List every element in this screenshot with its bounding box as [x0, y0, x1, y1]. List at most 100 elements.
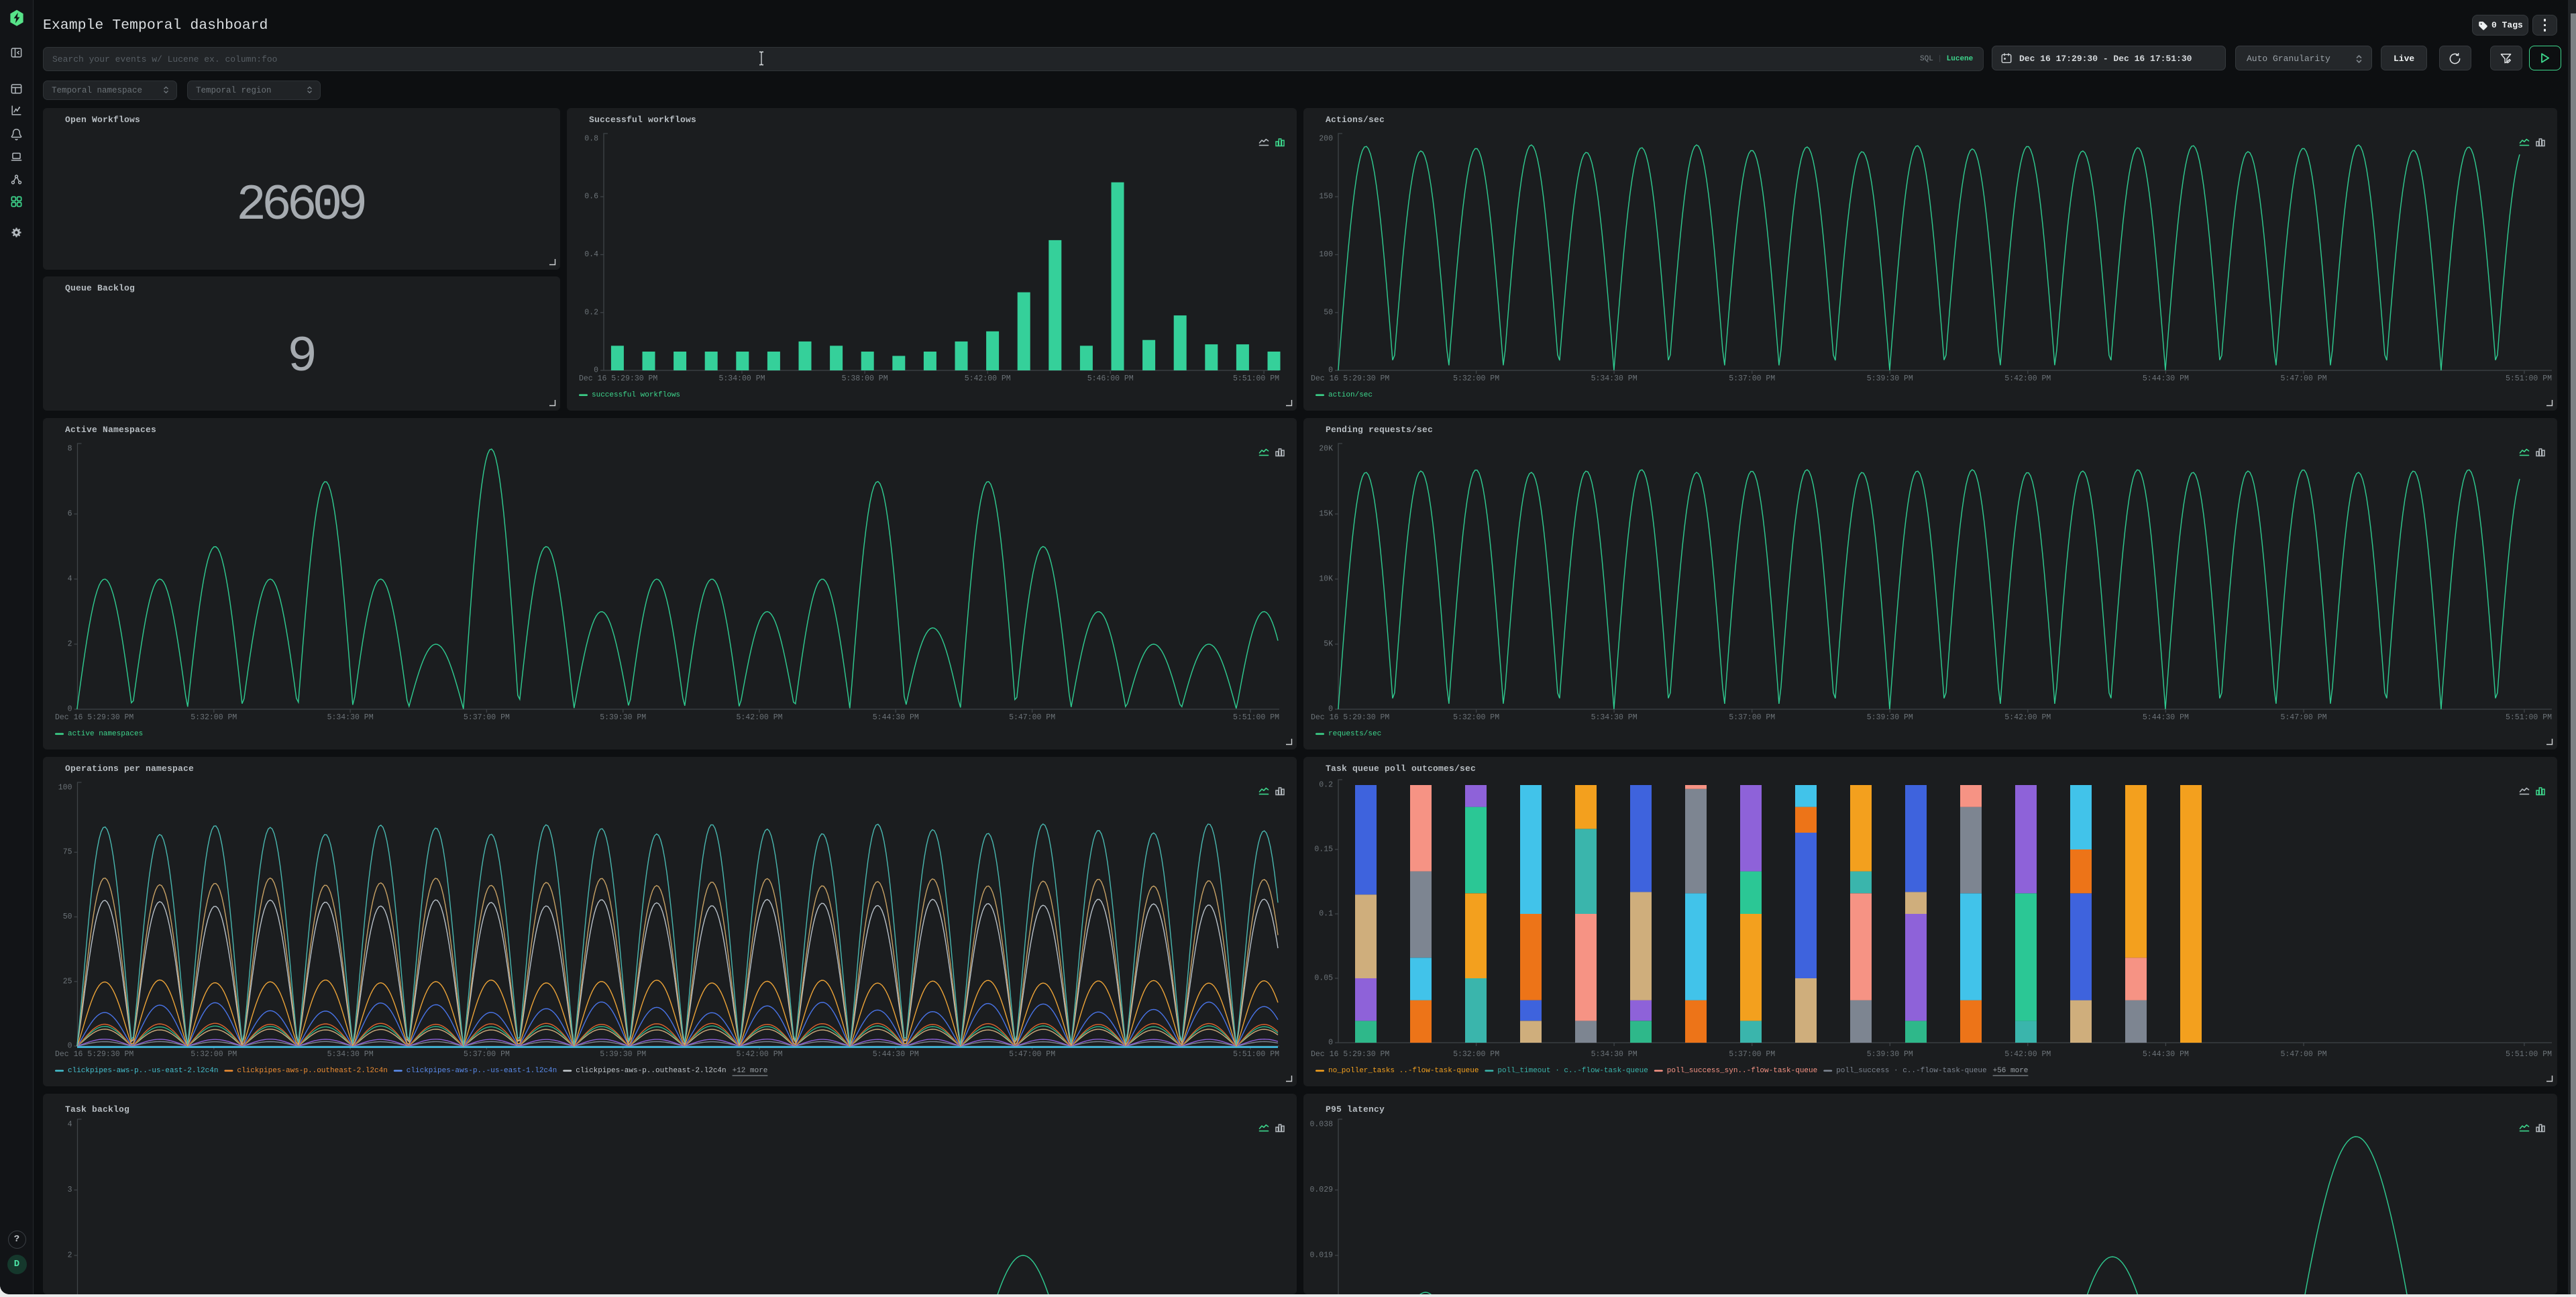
svg-text:5:34:30 PM: 5:34:30 PM: [1591, 374, 1638, 383]
svg-text:5:47:00 PM: 5:47:00 PM: [2280, 1050, 2326, 1059]
svg-text:0.2: 0.2: [1319, 781, 1333, 790]
svg-text:2: 2: [68, 640, 72, 649]
svg-text:5:34:30 PM: 5:34:30 PM: [327, 1050, 374, 1059]
svg-text:2: 2: [68, 1251, 72, 1260]
svg-text:5:44:30 PM: 5:44:30 PM: [2143, 713, 2189, 722]
svg-text:+56 more: +56 more: [1993, 1067, 2029, 1075]
svg-text:0.05: 0.05: [1314, 974, 1333, 983]
svg-text:clickpipes-aws-p..outheast-2.l: clickpipes-aws-p..outheast-2.l2c4n: [576, 1067, 726, 1075]
svg-text:5:39:30 PM: 5:39:30 PM: [1867, 1050, 1913, 1059]
svg-text:0.019: 0.019: [1309, 1251, 1333, 1260]
svg-text:5:44:30 PM: 5:44:30 PM: [873, 713, 919, 722]
svg-text:5:32:00 PM: 5:32:00 PM: [1453, 1050, 1499, 1059]
svg-text:action/sec: action/sec: [1328, 391, 1373, 399]
svg-text:5:46:00 PM: 5:46:00 PM: [1087, 374, 1134, 383]
svg-text:active namespaces: active namespaces: [68, 730, 143, 738]
svg-text:0.4: 0.4: [584, 250, 598, 259]
svg-text:Dec 16 5:29:30 PM: Dec 16 5:29:30 PM: [55, 713, 133, 722]
svg-text:15K: 15K: [1319, 510, 1333, 519]
svg-text:0.038: 0.038: [1309, 1121, 1333, 1129]
svg-text:5:34:00 PM: 5:34:00 PM: [718, 374, 765, 383]
svg-text:100: 100: [58, 784, 72, 792]
svg-text:0.15: 0.15: [1314, 845, 1333, 854]
svg-text:50: 50: [1324, 308, 1333, 317]
svg-text:0: 0: [594, 366, 598, 375]
svg-text:poll_success_syn..-flow-task-q: poll_success_syn..-flow-task-queue: [1667, 1067, 1817, 1075]
svg-text:0: 0: [1328, 366, 1333, 375]
svg-text:5:51:00 PM: 5:51:00 PM: [1233, 713, 1279, 722]
svg-text:3: 3: [68, 1186, 72, 1194]
svg-text:Dec 16 5:29:30 PM: Dec 16 5:29:30 PM: [579, 374, 657, 383]
svg-text:25: 25: [63, 977, 72, 986]
svg-text:200: 200: [1319, 135, 1333, 144]
svg-text:5:39:30 PM: 5:39:30 PM: [600, 1050, 646, 1059]
svg-text:0.8: 0.8: [584, 135, 598, 144]
svg-text:5:51:00 PM: 5:51:00 PM: [1233, 1050, 1279, 1059]
svg-text:5:37:00 PM: 5:37:00 PM: [1729, 1050, 1775, 1059]
svg-text:5:38:00 PM: 5:38:00 PM: [842, 374, 888, 383]
svg-text:0.6: 0.6: [584, 193, 598, 201]
svg-text:5:32:00 PM: 5:32:00 PM: [191, 1050, 237, 1059]
svg-text:75: 75: [63, 848, 72, 857]
svg-text:5:34:30 PM: 5:34:30 PM: [327, 713, 374, 722]
svg-text:poll_timeout · c..-flow-task-q: poll_timeout · c..-flow-task-queue: [1497, 1067, 1648, 1075]
svg-text:5:37:00 PM: 5:37:00 PM: [1729, 374, 1775, 383]
svg-text:5:47:00 PM: 5:47:00 PM: [2280, 713, 2326, 722]
svg-text:5:34:30 PM: 5:34:30 PM: [1591, 713, 1638, 722]
svg-text:5:32:00 PM: 5:32:00 PM: [1453, 374, 1499, 383]
svg-text:Dec 16 5:29:30 PM: Dec 16 5:29:30 PM: [1311, 713, 1389, 722]
svg-text:5:51:00 PM: 5:51:00 PM: [2506, 1050, 2552, 1059]
svg-text:5:42:00 PM: 5:42:00 PM: [2004, 713, 2051, 722]
svg-text:requests/sec: requests/sec: [1328, 730, 1381, 738]
svg-text:100: 100: [1319, 250, 1333, 259]
svg-text:10K: 10K: [1319, 575, 1333, 584]
svg-text:5:44:30 PM: 5:44:30 PM: [2143, 374, 2189, 383]
svg-text:5:37:00 PM: 5:37:00 PM: [464, 713, 510, 722]
svg-text:5:42:00 PM: 5:42:00 PM: [736, 1050, 782, 1059]
svg-text:Dec 16 5:29:30 PM: Dec 16 5:29:30 PM: [1311, 374, 1389, 383]
svg-text:20K: 20K: [1319, 445, 1333, 454]
svg-text:clickpipes-aws-p..-us-east-2.l: clickpipes-aws-p..-us-east-2.l2c4n: [68, 1067, 218, 1075]
svg-text:5:34:30 PM: 5:34:30 PM: [1591, 1050, 1638, 1059]
svg-text:0.1: 0.1: [1319, 910, 1333, 919]
svg-text:5:39:30 PM: 5:39:30 PM: [1867, 713, 1913, 722]
svg-text:50: 50: [63, 913, 72, 921]
svg-text:5:47:00 PM: 5:47:00 PM: [1009, 1050, 1055, 1059]
svg-text:5:39:30 PM: 5:39:30 PM: [1867, 374, 1913, 383]
svg-text:5:37:00 PM: 5:37:00 PM: [464, 1050, 510, 1059]
svg-text:Dec 16 5:29:30 PM: Dec 16 5:29:30 PM: [1311, 1050, 1389, 1059]
svg-text:5:39:30 PM: 5:39:30 PM: [600, 713, 646, 722]
svg-text:5:37:00 PM: 5:37:00 PM: [1729, 713, 1775, 722]
svg-text:0: 0: [1328, 1039, 1333, 1047]
svg-text:0: 0: [68, 705, 72, 714]
svg-text:150: 150: [1319, 193, 1333, 201]
svg-text:4: 4: [68, 1121, 72, 1129]
svg-text:0.2: 0.2: [584, 308, 598, 317]
svg-text:5:42:00 PM: 5:42:00 PM: [2004, 374, 2051, 383]
svg-text:0: 0: [68, 1042, 72, 1051]
svg-text:no_poller_tasks ..-flow-task-q: no_poller_tasks ..-flow-task-queue: [1328, 1067, 1479, 1075]
svg-text:poll_success · c..-flow-task-q: poll_success · c..-flow-task-queue: [1836, 1067, 1986, 1075]
svg-text:0.029: 0.029: [1309, 1186, 1333, 1194]
svg-text:5:44:30 PM: 5:44:30 PM: [873, 1050, 919, 1059]
svg-text:5:51:00 PM: 5:51:00 PM: [1233, 374, 1279, 383]
svg-text:5:42:00 PM: 5:42:00 PM: [965, 374, 1011, 383]
svg-text:5:51:00 PM: 5:51:00 PM: [2506, 374, 2552, 383]
svg-text:8: 8: [68, 445, 72, 454]
svg-text:4: 4: [68, 575, 72, 584]
svg-text:5:42:00 PM: 5:42:00 PM: [2004, 1050, 2051, 1059]
svg-text:5:47:00 PM: 5:47:00 PM: [2280, 374, 2326, 383]
svg-text:+12 more: +12 more: [733, 1067, 768, 1075]
svg-text:0: 0: [1328, 705, 1333, 714]
svg-text:Dec 16 5:29:30 PM: Dec 16 5:29:30 PM: [55, 1050, 133, 1059]
svg-text:successful workflows: successful workflows: [592, 391, 680, 399]
svg-text:5:51:00 PM: 5:51:00 PM: [2506, 713, 2552, 722]
svg-text:6: 6: [68, 510, 72, 519]
svg-text:clickpipes-aws-p..-us-east-1.l: clickpipes-aws-p..-us-east-1.l2c4n: [407, 1067, 557, 1075]
svg-text:5:44:30 PM: 5:44:30 PM: [2143, 1050, 2189, 1059]
svg-text:5:32:00 PM: 5:32:00 PM: [1453, 713, 1499, 722]
svg-text:clickpipes-aws-p..outheast-2.l: clickpipes-aws-p..outheast-2.l2c4n: [237, 1067, 387, 1075]
svg-text:5:47:00 PM: 5:47:00 PM: [1009, 713, 1055, 722]
svg-text:5K: 5K: [1324, 640, 1333, 649]
svg-text:5:32:00 PM: 5:32:00 PM: [191, 713, 237, 722]
